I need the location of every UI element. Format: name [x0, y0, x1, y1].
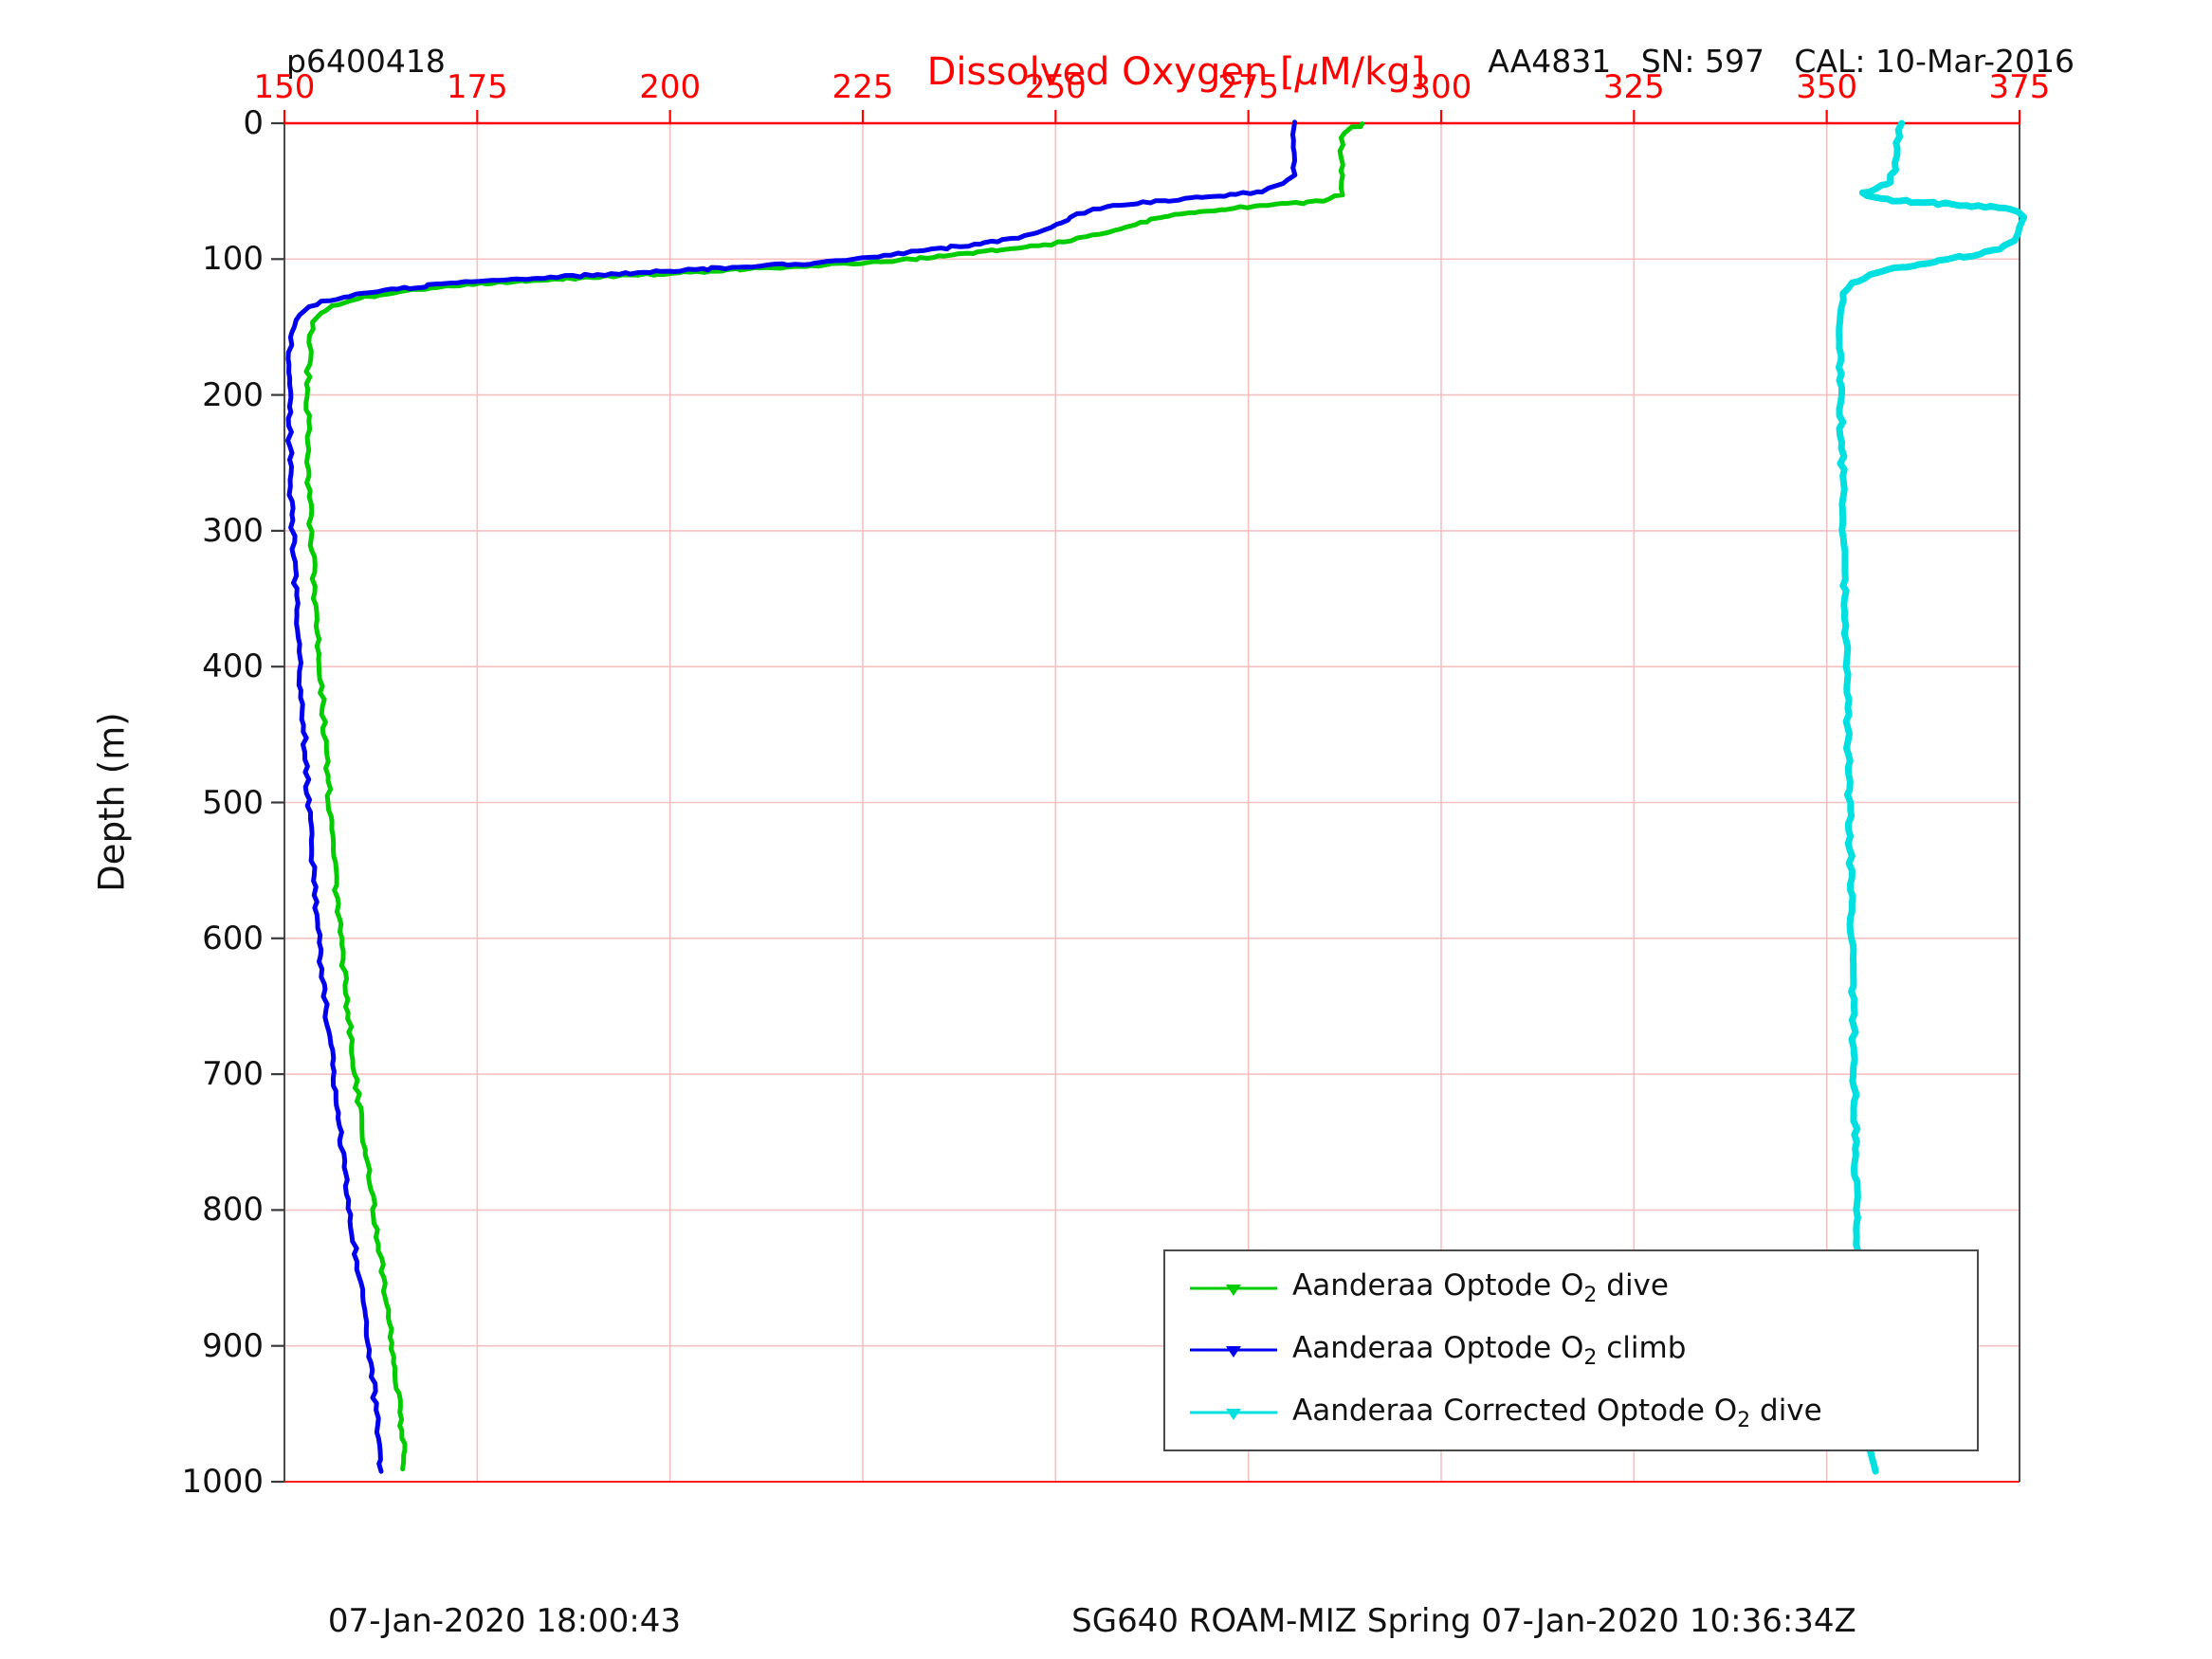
y-tick-label: 0: [243, 104, 264, 142]
x-tick-label: 325: [1602, 68, 1665, 106]
legend: Aanderaa Optode O2 dive Aanderaa Optode O…: [1163, 1249, 1979, 1451]
legend-label: Aanderaa Optode O2 climb: [1292, 1330, 1687, 1371]
y-tick-label: 600: [202, 919, 264, 957]
y-tick-label: 800: [202, 1191, 264, 1230]
legend-line-marker-icon: [1190, 1284, 1277, 1296]
legend-item: Aanderaa Corrected Optode O2 dive: [1165, 1394, 1977, 1432]
x-tick-label: 150: [253, 68, 316, 106]
chart-title-mu: μ: [1294, 50, 1320, 94]
x-tick-label: 375: [1988, 68, 2051, 106]
legend-label: Aanderaa Corrected Optode O2 dive: [1292, 1393, 1822, 1432]
y-tick-label: 900: [202, 1326, 264, 1365]
y-tick-label: 700: [202, 1055, 264, 1094]
x-tick-label: 275: [1217, 68, 1280, 106]
y-tick-label: 100: [202, 240, 264, 279]
legend-label: Aanderaa Optode O2 dive: [1292, 1268, 1669, 1308]
y-tick-label: 500: [202, 783, 264, 822]
series-line-1: [285, 119, 1298, 1474]
chart-title-text: Dissolved Oxygen [: [926, 50, 1295, 94]
x-tick-label: 225: [832, 68, 894, 106]
legend-line-marker-icon: [1190, 1346, 1277, 1358]
y-tick-label: 300: [202, 511, 264, 550]
series-line-2: [1836, 119, 2027, 1475]
x-tick-label: 200: [639, 68, 702, 106]
legend-line-marker-icon: [1190, 1409, 1277, 1421]
series-line-0: [303, 121, 1365, 1472]
chart-title: Dissolved Oxygen [μM/kg]: [879, 7, 1426, 137]
y-tick-label: 200: [202, 375, 264, 414]
x-tick-label: 175: [446, 68, 508, 106]
footer-mission-label: SG640 ROAM-MIZ Spring 07-Jan-2020 10:36:…: [1071, 1602, 1856, 1640]
y-tick-label: 1000: [181, 1463, 264, 1501]
x-tick-label: 300: [1410, 68, 1472, 106]
chart-title-units: M/kg]: [1319, 50, 1426, 94]
footer-timestamp: 07-Jan-2020 18:00:43: [327, 1602, 682, 1640]
x-tick-label: 350: [1796, 68, 1858, 106]
x-tick-label: 250: [1024, 68, 1087, 106]
legend-item: Aanderaa Optode O2 climb: [1165, 1331, 1977, 1370]
legend-item: Aanderaa Optode O2 dive: [1165, 1268, 1977, 1307]
y-tick-label: 400: [202, 647, 264, 686]
sensor-info-label: AA4831 SN: 597 CAL: 10-Mar-2016: [1488, 43, 2075, 80]
dive-id-label: p6400418: [286, 43, 446, 80]
